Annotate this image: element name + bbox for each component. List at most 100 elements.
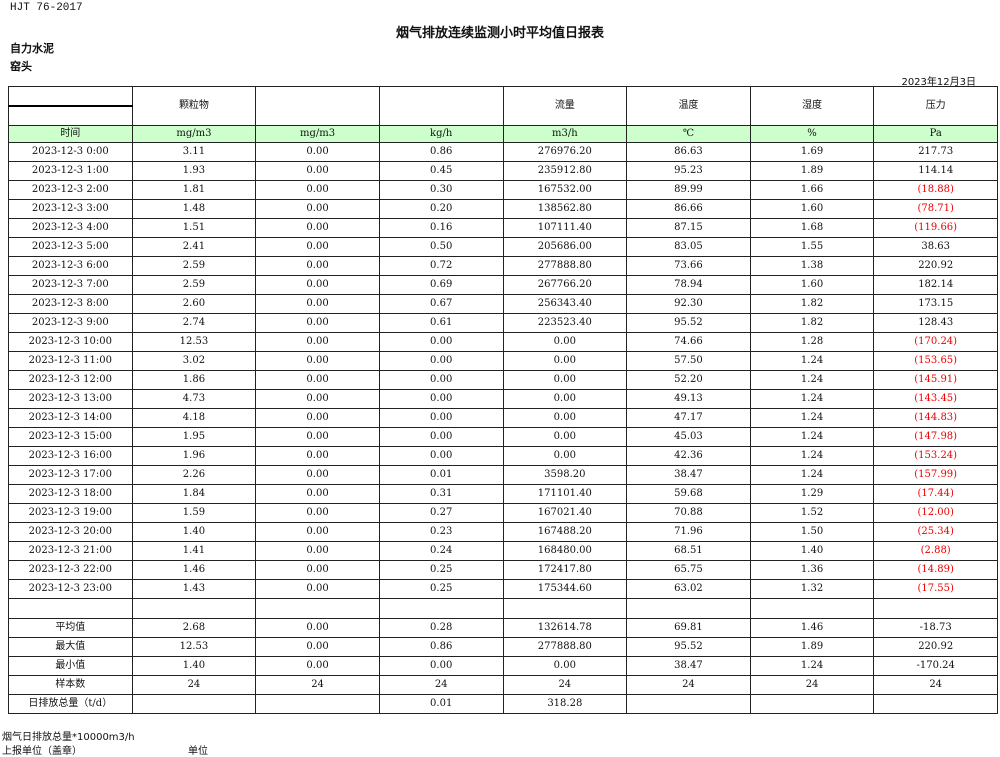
table-cell: 3.11 — [131, 142, 257, 162]
table-cell: 205686.00 — [502, 237, 628, 257]
table-cell: 86.63 — [626, 142, 751, 162]
table-cell: 0.00 — [502, 351, 628, 371]
table-cell: 38.47 — [626, 465, 751, 485]
table-row: 2023-12-3 9:00 2.74 0.00 0.61 223523.40 95.52… — [8, 313, 998, 333]
standard-code: HJT 76-2017 — [10, 2, 83, 14]
table-cell: -170.24 — [873, 656, 998, 676]
table-cell: 1.29 — [749, 484, 875, 504]
table-cell: (144.83) — [873, 408, 998, 428]
table-cell: 318.28 — [502, 694, 628, 714]
table-cell — [626, 694, 751, 714]
table-cell: 38.63 — [873, 237, 998, 257]
table-cell: 59.68 — [626, 484, 751, 504]
table-row: 2023-12-3 18:00 1.84 0.00 0.31 171101.40 59.6… — [8, 484, 998, 504]
table-cell: 2023-12-3 0:00 — [8, 142, 133, 162]
table-cell: 71.96 — [626, 522, 751, 542]
table-row: 2023-12-3 14:00 4.18 0.00 0.00 0.00 47.17 1.24… — [8, 408, 998, 428]
table-cell: 0.00 — [255, 465, 380, 485]
table-cell: 1.93 — [131, 161, 257, 181]
table-cell: (2.88) — [873, 541, 998, 561]
table-cell: 2.26 — [131, 465, 257, 485]
table-cell: 277888.80 — [502, 256, 628, 276]
table-cell: (170.24) — [873, 332, 998, 352]
table-cell: 0.00 — [255, 541, 380, 561]
table-cell: (78.71) — [873, 199, 998, 219]
table-cell: 2023-12-3 21:00 — [8, 541, 133, 561]
table-cell: 0.00 — [255, 161, 380, 181]
unit-header: m3/h — [502, 125, 628, 143]
table-cell: 0.00 — [255, 656, 380, 676]
report-title: 烟气排放连续监测小时平均值日报表 — [395, 26, 604, 41]
table-cell: 2023-12-3 22:00 — [8, 560, 133, 580]
report-table: 颗粒物 流量 温度 湿度 压力 时间 mg/m3 mg/m3 kg/h m3/h ℃% Pa 2023-… — [8, 86, 998, 714]
table-row: 2023-12-3 17:00 2.26 0.00 0.01 3598.20 38.47 1… — [8, 465, 998, 485]
column-header: 颗粒物 — [131, 86, 257, 126]
table-cell: 0.45 — [378, 161, 504, 181]
table-cell: 0.50 — [378, 237, 504, 257]
table-cell: 24 — [502, 675, 628, 695]
table-cell: 68.51 — [626, 541, 751, 561]
table-cell: 1.28 — [749, 332, 875, 352]
table-cell: 1.69 — [749, 142, 875, 162]
empty-cell — [626, 598, 751, 619]
table-cell: 0.00 — [255, 389, 380, 409]
table-cell: 0.00 — [378, 408, 504, 428]
table-cell: 0.24 — [378, 541, 504, 561]
table-cell: (143.45) — [873, 389, 998, 409]
table-row: 2023-12-3 20:00 1.40 0.00 0.23 167488.20 71.9… — [8, 522, 998, 542]
table-cell: 1.36 — [749, 560, 875, 580]
table-cell: 2023-12-3 13:00 — [8, 389, 133, 409]
table-cell: 0.00 — [255, 218, 380, 238]
table-cell: 0.00 — [378, 351, 504, 371]
table-cell: 0.00 — [255, 256, 380, 276]
table-cell: 128.43 — [873, 313, 998, 333]
table-cell: 167532.00 — [502, 180, 628, 200]
table-cell: 220.92 — [873, 637, 998, 657]
table-cell: (17.44) — [873, 484, 998, 504]
column-header — [378, 86, 504, 126]
table-cell: 167021.40 — [502, 503, 628, 523]
table-cell: 69.81 — [626, 618, 751, 638]
table-cell: 0.72 — [378, 256, 504, 276]
table-cell: 0.00 — [378, 332, 504, 352]
table-row: 2023-12-3 1:00 1.93 0.00 0.45 235912.80 95.23… — [8, 161, 998, 181]
footer-unit: 单位 — [188, 746, 208, 757]
table-cell: 4.18 — [131, 408, 257, 428]
table-cell: 1.46 — [749, 618, 875, 638]
table-cell: 0.00 — [255, 332, 380, 352]
table-cell: 2.59 — [131, 275, 257, 295]
table-cell: 0.25 — [378, 560, 504, 580]
table-cell: 2023-12-3 3:00 — [8, 199, 133, 219]
unit-name: 窑头 — [10, 60, 32, 73]
table-row: 2023-12-3 21:00 1.41 0.00 0.24 168480.00 68.5… — [8, 541, 998, 561]
unit-header: mg/m3 — [255, 125, 380, 143]
table-cell: 1.52 — [749, 503, 875, 523]
table-cell: 276976.20 — [502, 142, 628, 162]
table-cell: 171101.40 — [502, 484, 628, 504]
table-cell: 1.68 — [749, 218, 875, 238]
table-cell: 1.96 — [131, 446, 257, 466]
table-cell: 87.15 — [626, 218, 751, 238]
unit-header: % — [749, 125, 875, 143]
unit-header: Pa — [873, 125, 998, 143]
unit-header: kg/h — [378, 125, 504, 143]
table-cell: 0.00 — [255, 351, 380, 371]
table-cell: 0.00 — [255, 408, 380, 428]
table-cell: 1.24 — [749, 370, 875, 390]
table-cell: 2.68 — [131, 618, 257, 638]
table-cell: 0.00 — [255, 446, 380, 466]
table-cell: 平均值 — [8, 618, 133, 638]
table-cell: 0.30 — [378, 180, 504, 200]
table-cell: 0.00 — [378, 370, 504, 390]
table-cell: 0.00 — [255, 637, 380, 657]
table-cell: 0.00 — [502, 408, 628, 428]
table-cell: (17.55) — [873, 579, 998, 599]
empty-cell — [378, 598, 504, 619]
table-cell: 1.24 — [749, 656, 875, 676]
table-cell: 0.00 — [255, 275, 380, 295]
table-cell: 1.40 — [131, 522, 257, 542]
table-cell: 65.75 — [626, 560, 751, 580]
table-cell: 78.94 — [626, 275, 751, 295]
table-row: 2023-12-3 19:00 1.59 0.00 0.27 167021.40 70.8… — [8, 503, 998, 523]
table-cell: 57.50 — [626, 351, 751, 371]
